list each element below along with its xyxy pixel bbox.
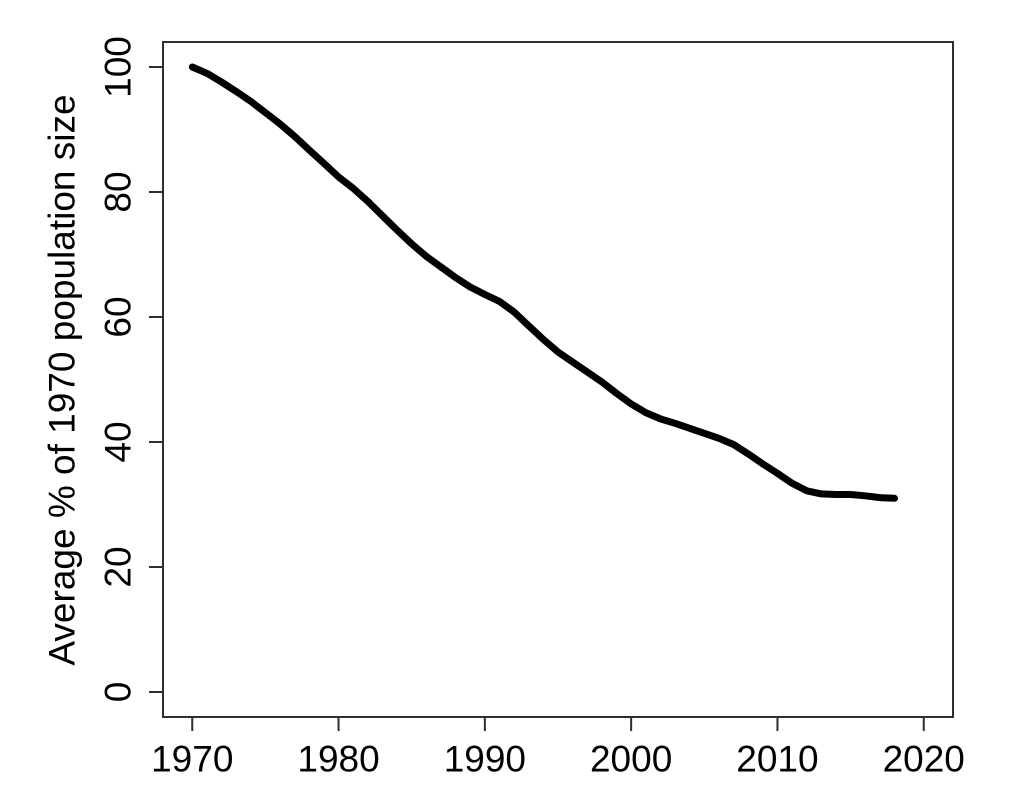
y-axis-title: Average % of 1970 population size — [41, 93, 83, 666]
y-tick-label-40: 40 — [97, 421, 139, 463]
y-tick-label-60: 60 — [97, 296, 139, 338]
x-tick-label-2000: 2000 — [589, 738, 673, 780]
y-tick-label-80: 80 — [97, 171, 139, 213]
x-tick-label-1990: 1990 — [443, 738, 526, 780]
x-tick-label-1980: 1980 — [297, 738, 380, 780]
population-trend-line — [188, 63, 898, 502]
x-tick-label-1970: 1970 — [151, 738, 234, 780]
y-tick-label-20: 20 — [97, 546, 139, 588]
axis-ticks — [149, 66, 925, 731]
x-tick-label-2010: 2010 — [736, 738, 819, 780]
y-tick-label-100: 100 — [97, 36, 139, 98]
x-tick-label-2020: 2020 — [882, 738, 965, 780]
plot-border-box — [162, 41, 954, 718]
y-tick-label-0: 0 — [97, 681, 139, 703]
